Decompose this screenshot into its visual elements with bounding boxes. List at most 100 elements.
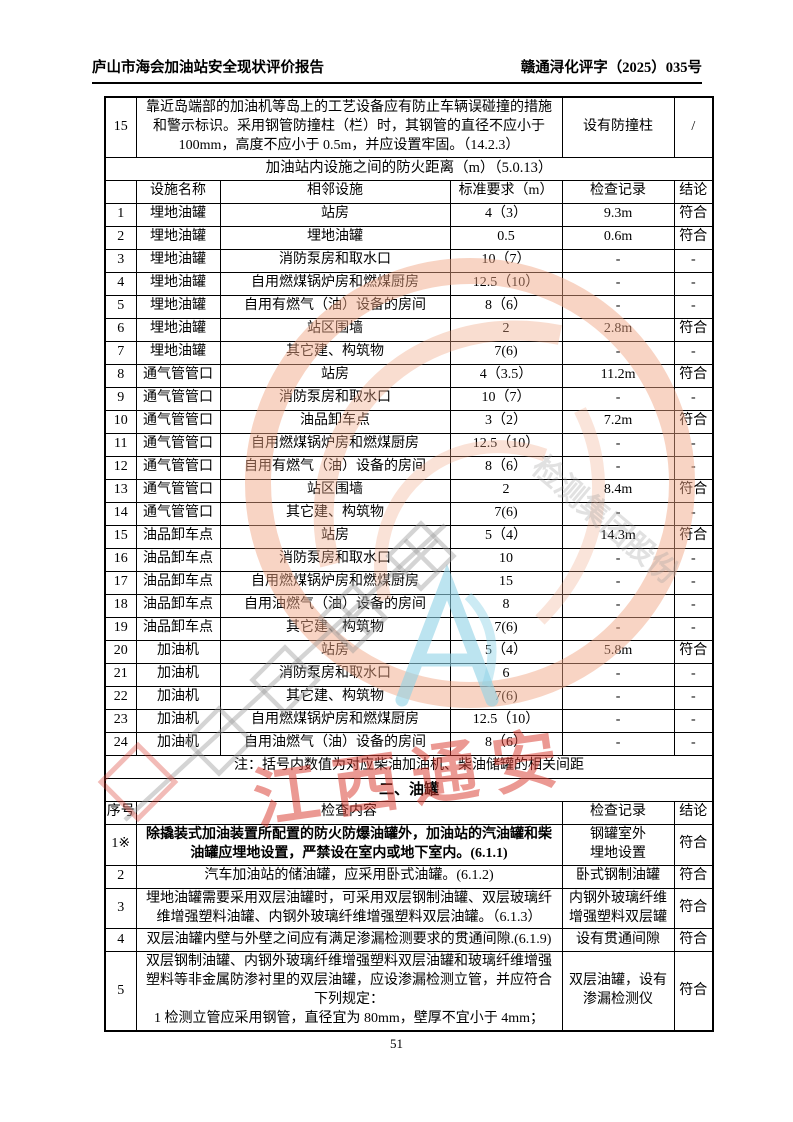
cell-standard: 4（3.5）: [449, 363, 563, 388]
cell-no: 19: [104, 616, 137, 641]
cell-conclusion: 符合: [673, 317, 714, 342]
cell-adjacent: 其它建、构筑物: [219, 616, 451, 641]
cell-standard: 15: [449, 570, 563, 595]
cell-record: -: [561, 248, 675, 273]
cell-no: 5: [104, 951, 137, 1032]
cell-record: -: [561, 731, 675, 756]
table-row: 17 油品卸车点 自用燃煤锅炉房和燃煤厨房 15 - -: [104, 570, 714, 595]
subsection-title: 加油站内设施之间的防火距离（m）（5.0.13）: [104, 156, 714, 181]
table-row: 1 埋地油罐 站房 4（3） 9.3m 符合: [104, 202, 714, 227]
cell-adjacent: 消防泵房和取水口: [219, 662, 451, 687]
cell-adjacent: 埋地油罐: [219, 225, 451, 250]
cell-no: 20: [104, 639, 137, 664]
cell-record: -: [561, 547, 675, 572]
cell-facility: 油品卸车点: [135, 570, 221, 595]
cell-no: 15: [104, 524, 137, 549]
cell-standard: 8: [449, 593, 563, 618]
cell-record: -: [561, 432, 675, 457]
table-row: 20 加油机 站房 5（4） 5.8m 符合: [104, 639, 714, 664]
cell-no: 1: [104, 202, 137, 227]
table-row: 8 通气管管口 站房 4（3.5） 11.2m 符合: [104, 363, 714, 388]
table-row: 2 埋地油罐 埋地油罐 0.5 0.6m 符合: [104, 225, 714, 250]
cell-no: 11: [104, 432, 137, 457]
page-header: 庐山市海会加油站安全现状评价报告 赣通浔化评字（2025）035号: [92, 56, 702, 84]
cell-record: -: [561, 662, 675, 687]
cell-conclusion: -: [673, 731, 714, 756]
cell-no: 10: [104, 409, 137, 434]
cell-record: -: [561, 386, 675, 411]
cell-standard: 4（3）: [449, 202, 563, 227]
cell-conclusion: 符合: [673, 887, 714, 930]
note-row: 注：括号内数值为对应柴油加油机、柴油储罐的相关间距: [104, 754, 714, 779]
table-row: 18 油品卸车点 自用油燃气（油）设备的房间 8 - -: [104, 593, 714, 618]
cell-facility: 埋地油罐: [135, 340, 221, 365]
cell-record: 8.4m: [561, 478, 675, 503]
cell-facility: 通气管管口: [135, 501, 221, 526]
table-row: 1※ 除撬装式加油装置所配置的防火防爆油罐外，加油站的汽油罐和柴油罐应埋地设置，…: [104, 823, 714, 866]
cell-adjacent: 站房: [219, 363, 451, 388]
cell-adjacent: 消防泵房和取水口: [219, 386, 451, 411]
cell-record: 内钢外玻璃纤维 增强塑料双层罐: [561, 887, 675, 930]
cell-record: 11.2m: [561, 363, 675, 388]
cell-adjacent: 自用油燃气（油）设备的房间: [219, 731, 451, 756]
cell-conclusion: -: [673, 662, 714, 687]
carryover-row: 15 靠近岛端部的加油机等岛上的工艺设备应有防止车辆误碰撞的措施和警示标识。采用…: [104, 96, 714, 158]
section2-title: 二、油罐: [104, 777, 714, 802]
table-row: 23 加油机 自用燃煤锅炉房和燃煤厨房 12.5（10） - -: [104, 708, 714, 733]
report-title: 庐山市海会加油站安全现状评价报告: [92, 60, 324, 76]
cell-record: -: [561, 455, 675, 480]
cell-record: 设有贯通间隙: [561, 928, 675, 953]
cell-conclusion: -: [673, 708, 714, 733]
cell-standard: 8（6）: [449, 294, 563, 319]
cell-no: 7: [104, 340, 137, 365]
header-conclusion: 结论: [673, 800, 714, 825]
cell-facility: 油品卸车点: [135, 547, 221, 572]
table-row: 2 汽车加油站的储油罐，应采用卧式油罐。(6.1.2) 卧式钢制油罐 符合: [104, 864, 714, 889]
cell-conclusion: -: [673, 593, 714, 618]
table-row: 7 埋地油罐 其它建、构筑物 7(6) - -: [104, 340, 714, 365]
cell-adjacent: 其它建、构筑物: [219, 501, 451, 526]
cell-standard: 7(6): [449, 685, 563, 710]
cell-facility: 通气管管口: [135, 432, 221, 457]
cell-record: 14.3m: [561, 524, 675, 549]
cell-content: 埋地油罐需要采用双层油罐时，可采用双层钢制油罐、双层玻璃纤维增强塑料油罐、内钢外…: [135, 887, 563, 930]
table-row: 5 埋地油罐 自用有燃气（油）设备的房间 8（6） - -: [104, 294, 714, 319]
table-row: 15 油品卸车点 站房 5（4） 14.3m 符合: [104, 524, 714, 549]
cell-standard: 8（6）: [449, 731, 563, 756]
cell-facility: 油品卸车点: [135, 524, 221, 549]
cell-no: 6: [104, 317, 137, 342]
cell-record: -: [561, 616, 675, 641]
cell-standard: 2: [449, 317, 563, 342]
cell-facility: 通气管管口: [135, 478, 221, 503]
table-row: 6 埋地油罐 站区围墙 2 2.8m 符合: [104, 317, 714, 342]
cell-no: 1※: [104, 823, 137, 866]
cell-record: -: [561, 294, 675, 319]
table-row: 4 双层油罐内壁与外壁之间应有满足渗漏检测要求的贯通间隙.(6.1.9) 设有贯…: [104, 928, 714, 953]
cell-facility: 加油机: [135, 662, 221, 687]
cell-conclusion: -: [673, 248, 714, 273]
cell-standard: 10（7）: [449, 386, 563, 411]
cell-record: 2.8m: [561, 317, 675, 342]
tank-check-rows: 1※ 除撬装式加油装置所配置的防火防爆油罐外，加油站的汽油罐和柴油罐应埋地设置，…: [104, 823, 714, 1032]
cell-record: 5.8m: [561, 639, 675, 664]
fire-distance-rows: 1 埋地油罐 站房 4（3） 9.3m 符合 2 埋地油罐 埋地油罐 0.5 0…: [104, 202, 714, 756]
cell-conclusion: /: [673, 96, 714, 158]
cell-facility: 加油机: [135, 639, 221, 664]
header-adjacent: 相邻设施: [219, 179, 451, 204]
table-row: 13 通气管管口 站区围墙 2 8.4m 符合: [104, 478, 714, 503]
cell-no: 8: [104, 363, 137, 388]
cell-facility: 油品卸车点: [135, 593, 221, 618]
document-number: 赣通浔化评字（2025）035号: [520, 60, 702, 76]
cell-adjacent: 站区围墙: [219, 478, 451, 503]
cell-adjacent: 其它建、构筑物: [219, 340, 451, 365]
cell-adjacent: 其它建、构筑物: [219, 685, 451, 710]
cell-adjacent: 油品卸车点: [219, 409, 451, 434]
cell-standard: 7(6): [449, 340, 563, 365]
cell-facility: 加油机: [135, 731, 221, 756]
cell-facility: 加油机: [135, 685, 221, 710]
cell-record: -: [561, 708, 675, 733]
cell-standard: 8（6）: [449, 455, 563, 480]
table-row: 3 埋地油罐 消防泵房和取水口 10（7） - -: [104, 248, 714, 273]
table1-header-row: 设施名称 相邻设施 标准要求（m） 检查记录 结论: [104, 179, 714, 204]
cell-no: 15: [104, 96, 137, 158]
